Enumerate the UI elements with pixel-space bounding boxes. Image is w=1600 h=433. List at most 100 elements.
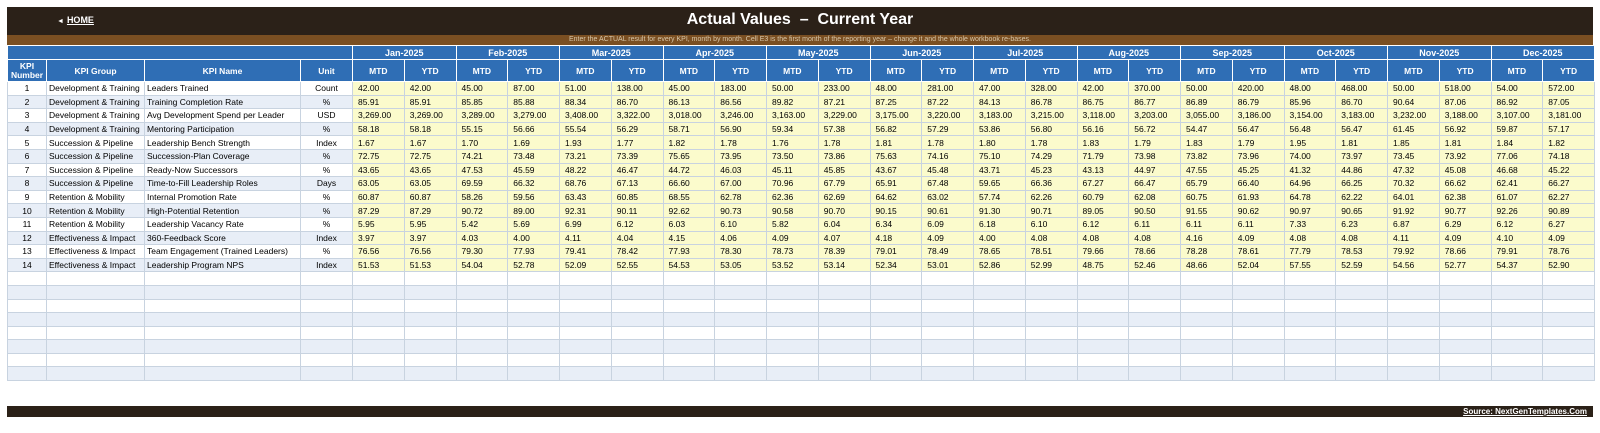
ytd-value-cell[interactable]: 60.85 bbox=[610, 189, 664, 205]
mtd-value-cell[interactable]: 6.12 bbox=[1076, 216, 1130, 232]
mtd-value-cell[interactable]: 90.97 bbox=[1283, 203, 1337, 218]
ytd-value-cell[interactable]: 1.78 bbox=[921, 135, 974, 150]
source-link[interactable]: Source: NextGenTemplates.Com bbox=[1463, 407, 1587, 416]
ytd-value-cell[interactable]: 4.09 bbox=[1542, 230, 1596, 246]
empty-cell[interactable] bbox=[455, 312, 509, 327]
empty-cell[interactable] bbox=[1180, 271, 1233, 286]
empty-cell[interactable] bbox=[144, 271, 301, 286]
ytd-value-cell[interactable]: 73.97 bbox=[1335, 148, 1389, 164]
ytd-value-cell[interactable]: 3,269.00 bbox=[403, 108, 457, 123]
mtd-value-cell[interactable]: 43.13 bbox=[1076, 162, 1130, 178]
ytd-value-cell[interactable]: 52.59 bbox=[1335, 257, 1389, 273]
ytd-value-cell[interactable]: 56.92 bbox=[1438, 121, 1492, 137]
empty-cell[interactable] bbox=[1128, 284, 1182, 300]
mtd-value-cell[interactable]: 1.76 bbox=[766, 135, 819, 150]
empty-cell[interactable] bbox=[1076, 352, 1130, 368]
mtd-value-cell[interactable]: 4.11 bbox=[1387, 230, 1440, 246]
empty-cell[interactable] bbox=[869, 325, 923, 341]
mtd-value-cell[interactable]: 58.71 bbox=[662, 121, 716, 137]
ytd-value-cell[interactable]: 62.22 bbox=[1335, 189, 1389, 205]
ytd-value-cell[interactable]: 62.27 bbox=[1542, 189, 1596, 205]
mtd-value-cell[interactable]: 4.10 bbox=[1490, 230, 1544, 246]
mtd-value-cell[interactable]: 77.93 bbox=[662, 244, 716, 259]
ytd-value-cell[interactable]: 6.04 bbox=[817, 216, 871, 232]
mtd-value-cell[interactable]: 51.53 bbox=[352, 257, 405, 273]
ytd-value-cell[interactable]: 53.14 bbox=[817, 257, 871, 273]
empty-cell[interactable] bbox=[1076, 271, 1130, 286]
mtd-value-cell[interactable]: 1.83 bbox=[1076, 135, 1130, 150]
empty-cell[interactable] bbox=[455, 325, 509, 341]
empty-cell[interactable] bbox=[1387, 312, 1440, 327]
empty-cell[interactable] bbox=[507, 271, 560, 286]
empty-cell[interactable] bbox=[1542, 325, 1596, 341]
empty-cell[interactable] bbox=[869, 339, 923, 354]
mtd-value-cell[interactable]: 60.87 bbox=[352, 189, 405, 205]
empty-cell[interactable] bbox=[559, 366, 612, 382]
mtd-value-cell[interactable]: 4.08 bbox=[1076, 230, 1130, 246]
mtd-value-cell[interactable]: 50.00 bbox=[1180, 81, 1233, 96]
mtd-value-cell[interactable]: 90.72 bbox=[455, 203, 509, 218]
mtd-value-cell[interactable]: 68.55 bbox=[662, 189, 716, 205]
mtd-value-cell[interactable]: 6.11 bbox=[1180, 216, 1233, 232]
ytd-value-cell[interactable]: 3,246.00 bbox=[714, 108, 767, 123]
ytd-value-cell[interactable]: 73.48 bbox=[507, 148, 560, 164]
mtd-value-cell[interactable]: 53.86 bbox=[973, 121, 1026, 137]
mtd-value-cell[interactable]: 47.00 bbox=[973, 81, 1026, 96]
ytd-value-cell[interactable]: 66.40 bbox=[1231, 176, 1285, 191]
empty-cell[interactable] bbox=[766, 298, 819, 314]
ytd-value-cell[interactable]: 6.09 bbox=[921, 216, 974, 232]
ytd-value-cell[interactable]: 78.42 bbox=[610, 244, 664, 259]
empty-cell[interactable] bbox=[144, 325, 301, 341]
mtd-value-cell[interactable]: 54.47 bbox=[1180, 121, 1233, 137]
empty-cell[interactable] bbox=[300, 312, 353, 327]
empty-cell[interactable] bbox=[973, 271, 1026, 286]
ytd-value-cell[interactable]: 87.06 bbox=[1438, 94, 1492, 110]
mtd-value-cell[interactable]: 42.00 bbox=[352, 81, 405, 96]
empty-cell[interactable] bbox=[1024, 312, 1078, 327]
empty-cell[interactable] bbox=[507, 298, 560, 314]
mtd-value-cell[interactable]: 74.21 bbox=[455, 148, 509, 164]
ytd-value-cell[interactable]: 62.38 bbox=[1438, 189, 1492, 205]
empty-cell[interactable] bbox=[1490, 271, 1544, 286]
empty-cell[interactable] bbox=[300, 271, 353, 286]
mtd-value-cell[interactable]: 90.15 bbox=[869, 203, 923, 218]
empty-cell[interactable] bbox=[817, 271, 871, 286]
empty-cell[interactable] bbox=[7, 271, 47, 286]
empty-cell[interactable] bbox=[1438, 312, 1492, 327]
empty-cell[interactable] bbox=[1024, 298, 1078, 314]
ytd-value-cell[interactable]: 3,188.00 bbox=[1438, 108, 1492, 123]
mtd-value-cell[interactable]: 3,183.00 bbox=[973, 108, 1026, 123]
mtd-value-cell[interactable]: 75.63 bbox=[869, 148, 923, 164]
mtd-value-cell[interactable]: 62.41 bbox=[1490, 176, 1544, 191]
mtd-value-cell[interactable]: 61.07 bbox=[1490, 189, 1544, 205]
mtd-value-cell[interactable]: 79.91 bbox=[1490, 244, 1544, 259]
empty-cell[interactable] bbox=[1490, 352, 1544, 368]
empty-cell[interactable] bbox=[973, 366, 1026, 382]
empty-cell[interactable] bbox=[869, 271, 923, 286]
empty-cell[interactable] bbox=[973, 312, 1026, 327]
ytd-value-cell[interactable]: 85.91 bbox=[403, 94, 457, 110]
ytd-value-cell[interactable]: 1.82 bbox=[1542, 135, 1596, 150]
empty-cell[interactable] bbox=[403, 284, 457, 300]
mtd-value-cell[interactable]: 45.11 bbox=[766, 162, 819, 178]
ytd-value-cell[interactable]: 1.81 bbox=[1335, 135, 1389, 150]
empty-cell[interactable] bbox=[403, 325, 457, 341]
empty-cell[interactable] bbox=[1076, 339, 1130, 354]
mtd-value-cell[interactable]: 90.58 bbox=[766, 203, 819, 218]
ytd-value-cell[interactable]: 74.18 bbox=[1542, 148, 1596, 164]
ytd-value-cell[interactable]: 6.11 bbox=[1231, 216, 1285, 232]
empty-cell[interactable] bbox=[7, 352, 47, 368]
empty-cell[interactable] bbox=[455, 366, 509, 382]
empty-cell[interactable] bbox=[1180, 366, 1233, 382]
ytd-value-cell[interactable]: 66.36 bbox=[1024, 176, 1078, 191]
mtd-value-cell[interactable]: 47.53 bbox=[455, 162, 509, 178]
empty-cell[interactable] bbox=[46, 271, 145, 286]
empty-cell[interactable] bbox=[144, 312, 301, 327]
mtd-value-cell[interactable]: 6.34 bbox=[869, 216, 923, 232]
mtd-value-cell[interactable]: 58.18 bbox=[352, 121, 405, 137]
empty-cell[interactable] bbox=[973, 284, 1026, 300]
ytd-value-cell[interactable]: 57.29 bbox=[921, 121, 974, 137]
empty-cell[interactable] bbox=[1283, 339, 1337, 354]
ytd-value-cell[interactable]: 42.00 bbox=[403, 81, 457, 96]
mtd-value-cell[interactable]: 90.64 bbox=[1387, 94, 1440, 110]
